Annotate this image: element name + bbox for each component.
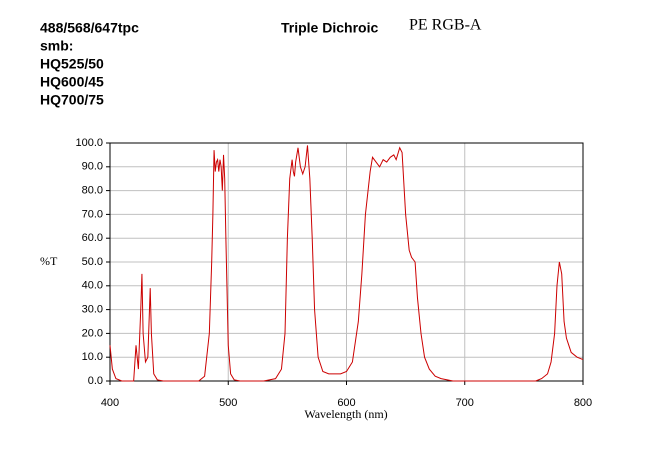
chart-title: Triple Dichroic <box>281 20 378 36</box>
chart-subtitle: PE RGB-A <box>409 17 482 34</box>
transmission-line <box>109 145 584 382</box>
plot-frame <box>109 142 584 382</box>
y-tick-label: 0.0 <box>88 375 103 387</box>
y-tick-label: 60.0 <box>82 232 103 244</box>
x-tick-label: 400 <box>101 397 119 409</box>
header-note: 488/568/647tpc <box>40 20 139 36</box>
y-tick-label: 50.0 <box>82 256 103 268</box>
x-axis-label: Wavelength (nm) <box>304 407 387 421</box>
y-axis-label: %T <box>40 254 58 268</box>
header-note: HQ600/45 <box>40 74 104 90</box>
y-tick-label: 70.0 <box>82 208 103 220</box>
x-tick-label: 800 <box>574 397 592 409</box>
y-tick-label: 30.0 <box>82 304 103 316</box>
header-note: smb: <box>40 38 73 54</box>
y-tick-label: 90.0 <box>82 161 103 173</box>
x-tick-label: 600 <box>337 397 355 409</box>
x-tick-label: 700 <box>456 397 474 409</box>
x-tick-label: 500 <box>219 397 237 409</box>
header-note: HQ525/50 <box>40 56 104 72</box>
y-tick-label: 80.0 <box>82 185 103 197</box>
y-tick-label: 20.0 <box>82 327 103 339</box>
y-tick-label: 40.0 <box>82 280 103 292</box>
y-tick-label: 10.0 <box>82 351 103 363</box>
header-note: HQ700/75 <box>40 92 104 108</box>
y-tick-label: 100.0 <box>75 137 103 149</box>
